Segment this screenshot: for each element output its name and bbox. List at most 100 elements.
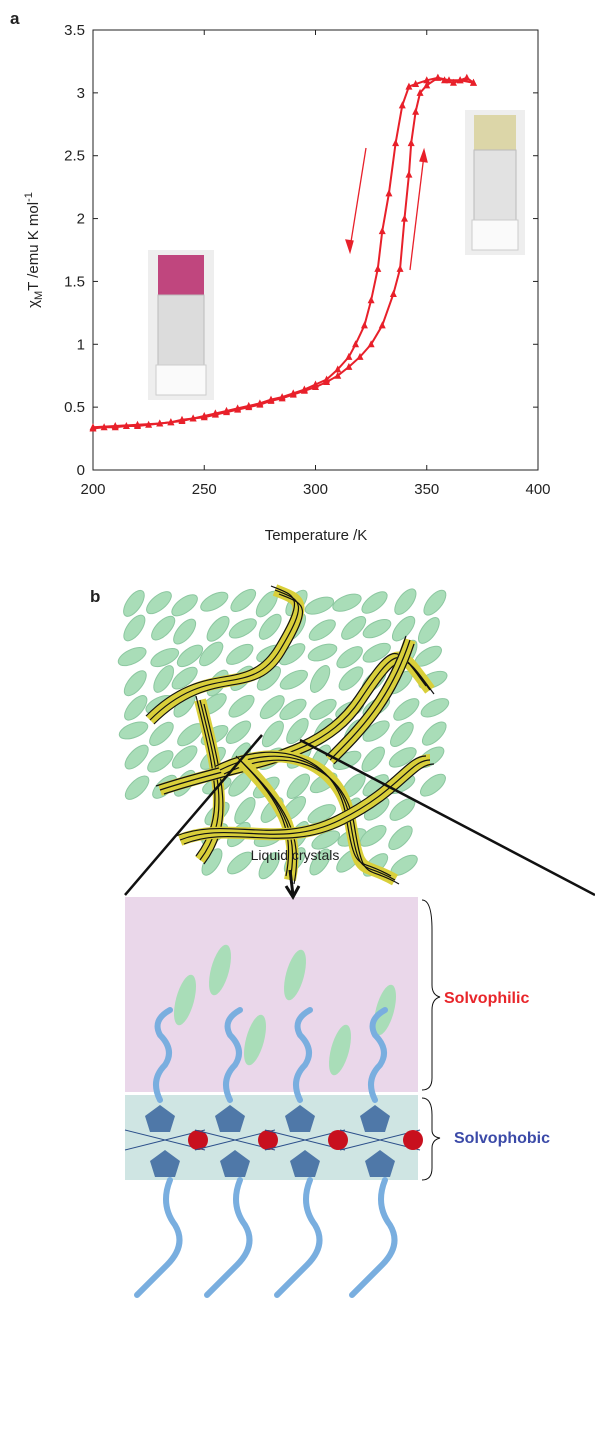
data-point	[256, 399, 264, 407]
liquid-crystal	[284, 949, 306, 1001]
y-tick-label: 2	[77, 211, 85, 228]
liquid-crystal	[388, 747, 417, 768]
alkyl-chain	[293, 1007, 313, 1103]
liquid-crystal	[258, 852, 280, 880]
brace	[421, 899, 441, 1091]
fiber-strand	[203, 703, 224, 865]
liquid-crystal	[390, 721, 414, 748]
liquid-crystal	[309, 848, 331, 876]
data-point	[392, 139, 400, 147]
liquid-crystal	[418, 617, 440, 644]
liquid-crystal	[230, 588, 257, 613]
liquid-crystal	[124, 695, 148, 721]
metal-ion	[188, 1130, 208, 1150]
data-point	[323, 375, 331, 383]
data-point	[374, 264, 382, 272]
data-point	[412, 80, 420, 88]
data-point	[423, 81, 431, 89]
data-point	[449, 78, 457, 86]
y-axis-label: χMT /emu K mol-1	[23, 192, 45, 308]
brace	[421, 1097, 441, 1181]
liquid-crystal	[124, 775, 150, 800]
liquid-crystal	[388, 825, 413, 851]
alkyl-chain	[368, 1007, 388, 1103]
y-tick-label: 3.5	[64, 22, 85, 39]
liquid-crystal	[226, 643, 254, 665]
liquid-crystal	[258, 613, 282, 640]
data-point	[234, 404, 242, 412]
x-tick-label: 400	[525, 481, 550, 498]
fiber-strand	[199, 699, 220, 861]
fiber-network	[117, 584, 450, 886]
data-point	[407, 139, 415, 147]
layer-label: Solvophobic	[454, 1130, 550, 1147]
data-point	[345, 362, 353, 370]
liquid-crystal	[176, 644, 204, 668]
data-point	[469, 78, 477, 86]
fiber-strand	[329, 639, 411, 761]
x-tick-label: 200	[80, 481, 105, 498]
fiber-strand	[243, 763, 298, 885]
liquid-crystal	[307, 643, 338, 662]
liquid-crystal	[200, 591, 229, 612]
liquid-crystal	[420, 698, 450, 718]
liquid-crystal	[286, 773, 310, 799]
liquid-crystal	[151, 615, 176, 641]
vial-hot	[465, 110, 525, 255]
data-point	[167, 418, 175, 426]
arrow-label: Liquid crystals	[251, 847, 340, 863]
data-point	[367, 340, 375, 348]
data-point	[434, 73, 442, 81]
data-point	[360, 321, 368, 329]
y-tick-label: 2.5	[64, 148, 85, 165]
fiber-strand	[153, 593, 303, 725]
liquid-crystal	[362, 720, 390, 742]
data-point	[334, 365, 342, 373]
data-point	[267, 395, 275, 403]
pentagon	[290, 1150, 320, 1177]
liquid-crystal	[147, 750, 174, 773]
data-point	[398, 101, 406, 109]
liquid-crystal	[117, 647, 147, 667]
layer-label: Solvophilic	[444, 990, 529, 1007]
pentagon	[215, 1105, 245, 1132]
alkyl-chain	[134, 1177, 183, 1298]
x-tick-label: 300	[303, 481, 328, 498]
liquid-crystal	[171, 594, 198, 617]
pentagon	[150, 1150, 180, 1177]
fiber-strand	[183, 763, 435, 845]
data-point	[401, 214, 408, 222]
liquid-crystal	[394, 588, 417, 615]
y-tick-label: 1	[77, 336, 85, 353]
liquid-crystal	[362, 642, 391, 663]
liquid-crystal	[261, 720, 284, 748]
data-point	[178, 415, 186, 423]
alkyl-chain	[223, 1007, 243, 1103]
data-point	[356, 352, 364, 360]
direction-arrows	[345, 147, 428, 271]
pentagon	[285, 1105, 315, 1132]
x-tick-label: 250	[192, 481, 217, 498]
alkyl-chain	[274, 1177, 323, 1298]
liquid-crystal	[338, 666, 364, 691]
liquid-crystal	[336, 646, 363, 669]
data-point	[134, 420, 141, 428]
liquid-crystal	[244, 1014, 266, 1066]
panel-label: b	[90, 587, 100, 606]
liquid-crystal	[361, 746, 385, 772]
liquid-crystal	[209, 944, 231, 996]
data-point	[211, 409, 219, 417]
liquid-crystal	[149, 721, 174, 747]
data-point	[396, 264, 404, 272]
data-point	[405, 170, 413, 178]
liquid-crystal	[171, 745, 198, 769]
vial-cool	[148, 250, 214, 400]
data-point	[289, 389, 297, 397]
data-point	[345, 352, 353, 360]
pentagon	[365, 1150, 395, 1177]
liquid-crystal	[359, 824, 387, 847]
data-point	[423, 76, 431, 84]
data-point	[367, 296, 375, 304]
liquid-crystal	[124, 744, 149, 770]
zoom-line	[299, 738, 595, 897]
